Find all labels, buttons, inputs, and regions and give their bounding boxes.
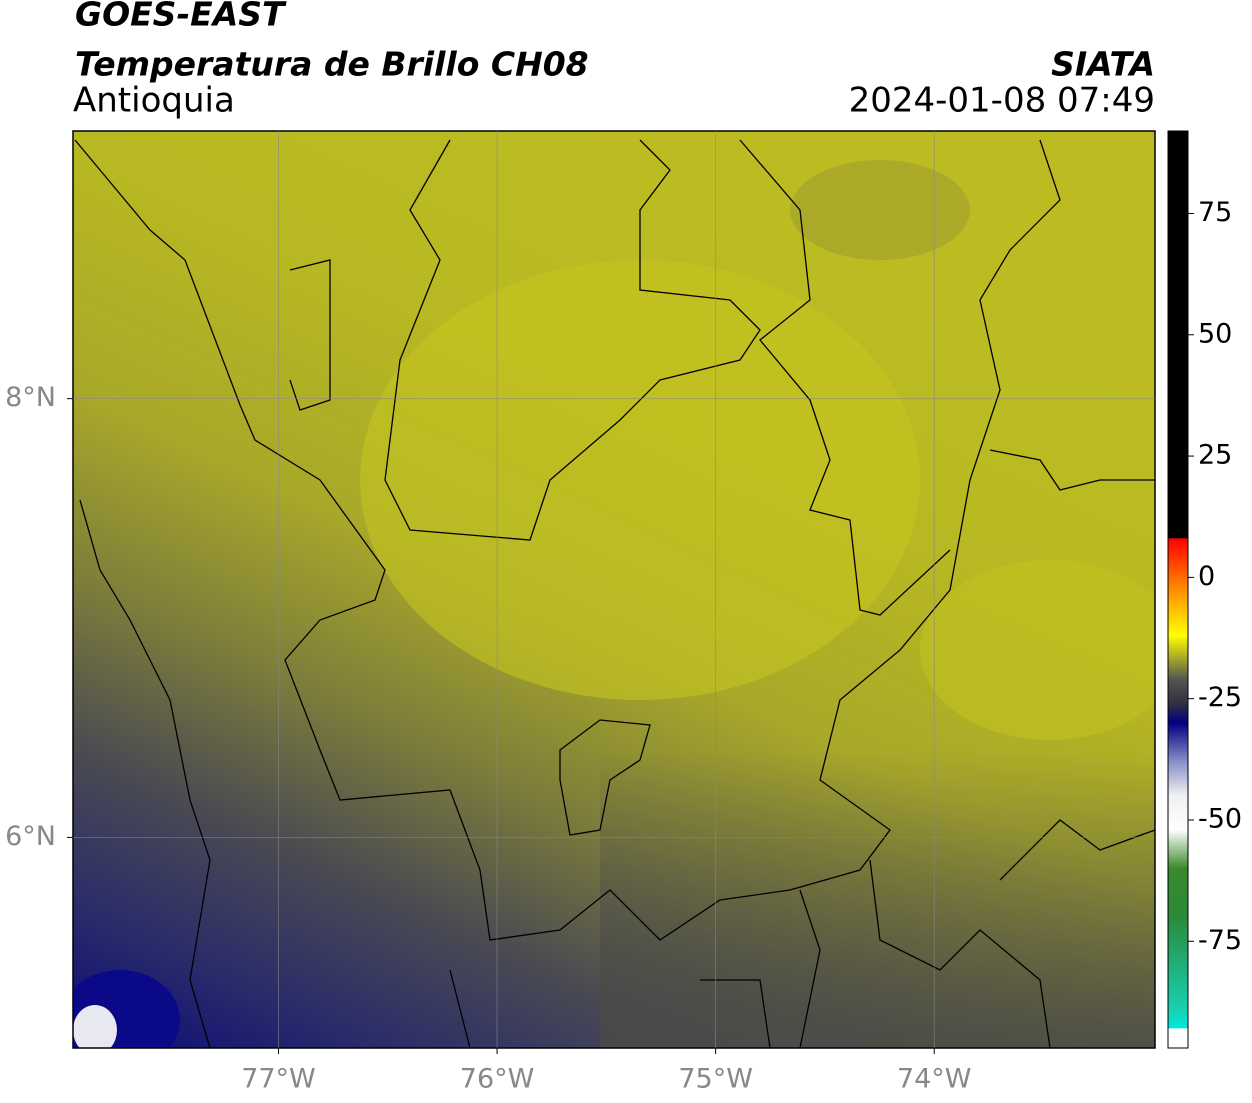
colorbar-tick-label: 0 <box>1198 561 1215 592</box>
colorbar-tick-label: -50 <box>1198 803 1242 834</box>
title: GOES-EAST <box>75 0 287 34</box>
y-tick-label: 8°N <box>5 382 56 413</box>
subtitle: Temperatura de Brillo CH08 <box>75 45 589 84</box>
border <box>74 139 1061 941</box>
map <box>73 131 1155 1048</box>
grid <box>73 131 1155 1048</box>
colorbar-tick-label: -25 <box>1198 682 1242 713</box>
border <box>449 819 1155 1048</box>
map-field <box>920 560 1155 740</box>
map-field <box>73 1005 117 1048</box>
border <box>739 139 951 616</box>
source: SIATA <box>1051 45 1155 84</box>
colorbar-tick-label: -75 <box>1198 925 1242 956</box>
border <box>384 139 761 541</box>
y-tick-label: 6°N <box>5 821 56 852</box>
border <box>989 449 1155 491</box>
colorbar <box>1167 130 1189 1049</box>
border <box>79 259 331 1048</box>
x-tick-label: 74°W <box>897 1064 972 1095</box>
map-field <box>360 260 920 700</box>
colorbar-tick-label: 25 <box>1198 440 1232 471</box>
border <box>559 719 651 836</box>
x-tick-label: 75°W <box>678 1064 753 1095</box>
map-frame <box>72 130 1156 1049</box>
colorbar-tick-label: 75 <box>1198 197 1232 228</box>
x-tick-label: 77°W <box>241 1064 316 1095</box>
x-tick-label: 76°W <box>460 1064 535 1095</box>
region: Antioquia <box>73 81 235 121</box>
colorbar-tick-label: 50 <box>1198 318 1232 349</box>
map-field <box>600 750 1155 1048</box>
timestamp: 2024-01-08 07:49 <box>849 81 1155 121</box>
map-field <box>790 160 970 260</box>
